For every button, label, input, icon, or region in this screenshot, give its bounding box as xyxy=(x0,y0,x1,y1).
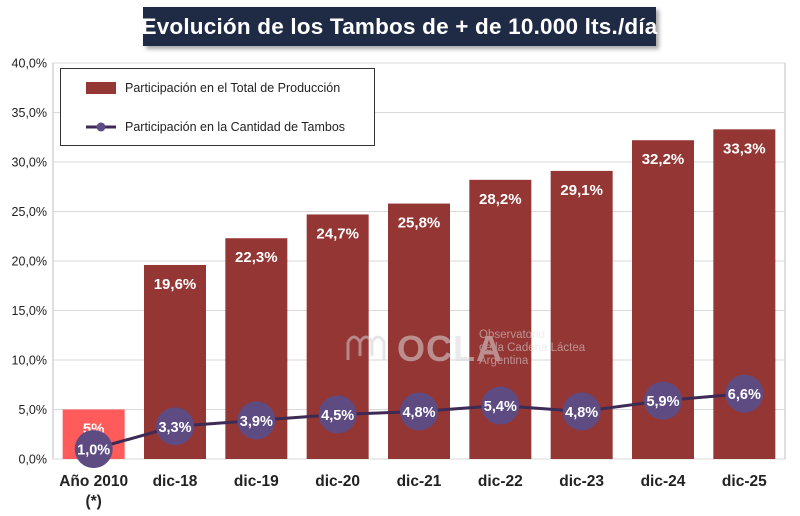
bar-data-label: 33,3% xyxy=(723,140,766,157)
chart-title: Evolución de los Tambos de + de 10.000 l… xyxy=(141,7,657,46)
y-tick-label: 10,0% xyxy=(12,354,47,368)
x-tick-label: dic-25 xyxy=(722,473,767,490)
x-tick-label: dic-19 xyxy=(234,473,279,490)
bar-data-label: 28,2% xyxy=(479,191,522,208)
x-tick-label: dic-22 xyxy=(478,473,523,490)
line-marker xyxy=(562,392,601,431)
legend-line-label: Participación en la Cantidad de Tambos xyxy=(125,120,346,134)
line-data-label: 4,5% xyxy=(321,408,354,424)
bar-data-label: 24,7% xyxy=(316,225,359,242)
bar-data-label: 29,1% xyxy=(560,182,603,199)
legend-item-bar: Participación en el Total de Producción xyxy=(61,78,374,98)
line-data-label: 5,4% xyxy=(484,399,517,415)
x-tick-label: dic-24 xyxy=(641,473,686,490)
line-data-label: 3,3% xyxy=(158,420,191,436)
line-data-label: 4,8% xyxy=(565,405,598,421)
line-marker xyxy=(644,381,682,420)
x-tick-label: Año 2010 xyxy=(59,473,128,490)
line-marker xyxy=(481,386,520,425)
x-tick-label: (*) xyxy=(85,493,101,510)
y-tick-label: 35,0% xyxy=(12,106,47,120)
y-tick-label: 5,0% xyxy=(19,403,48,417)
line-marker xyxy=(74,430,113,469)
y-tick-label: 20,0% xyxy=(12,255,47,269)
x-tick-label: dic-23 xyxy=(559,473,604,490)
line-marker xyxy=(156,407,194,446)
bar-data-label: 32,2% xyxy=(642,151,685,168)
line-data-label: 5,9% xyxy=(646,394,679,410)
legend-bar-swatch xyxy=(86,82,116,94)
bar-data-label: 19,6% xyxy=(154,276,197,293)
chart-legend: Participación en el Total de Producción … xyxy=(60,68,375,146)
line-data-label: 3,9% xyxy=(240,414,273,430)
y-tick-label: 0,0% xyxy=(19,453,48,467)
legend-bar-label: Participación en el Total de Producción xyxy=(125,81,341,95)
y-tick-label: 40,0% xyxy=(12,57,47,71)
line-data-label: 6,6% xyxy=(728,387,761,403)
line-data-label: 4,8% xyxy=(402,405,435,421)
legend-line-swatch xyxy=(86,122,116,132)
x-tick-label: dic-18 xyxy=(153,473,198,490)
x-tick-label: dic-21 xyxy=(397,473,442,490)
bar-data-label: 22,3% xyxy=(235,249,278,266)
legend-item-line: Participación en la Cantidad de Tambos xyxy=(61,117,374,137)
y-tick-label: 25,0% xyxy=(12,205,47,219)
y-tick-label: 30,0% xyxy=(12,156,47,170)
line-data-label: 1,0% xyxy=(77,443,110,459)
y-tick-label: 15,0% xyxy=(12,304,47,318)
line-marker xyxy=(237,401,276,440)
line-marker xyxy=(725,374,764,413)
x-tick-label: dic-20 xyxy=(315,473,360,490)
line-marker xyxy=(400,392,438,431)
line-marker xyxy=(318,395,357,434)
bar-data-label: 25,8% xyxy=(398,215,441,232)
